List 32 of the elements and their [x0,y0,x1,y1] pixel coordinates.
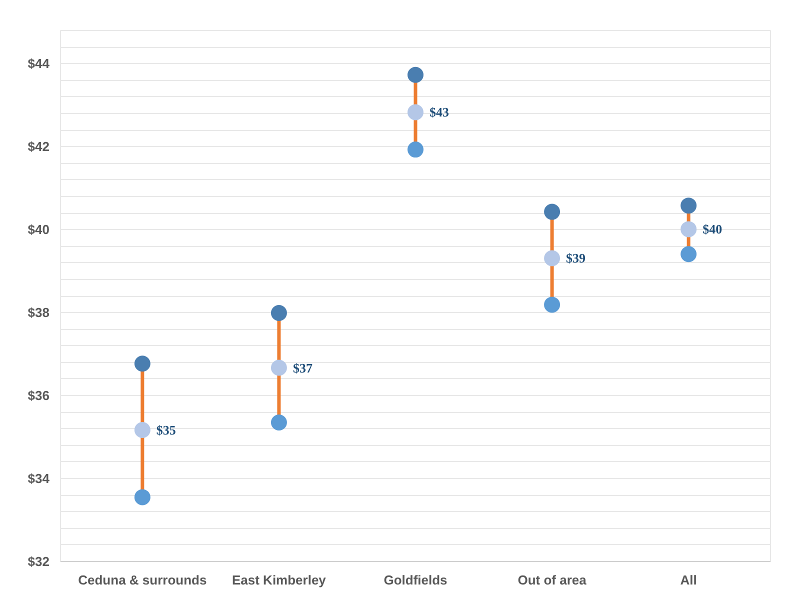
point [134,489,150,506]
y-tick-label: $42 [28,139,50,154]
point [270,305,287,321]
point [680,198,697,214]
point [544,204,560,220]
point [408,66,424,83]
x-tick-label: East Kimberley [232,572,327,588]
point [270,414,287,431]
point [544,296,560,313]
point [134,422,150,438]
data-label: $37 [292,360,313,376]
y-tick-label: $32 [28,554,50,569]
data-label: $39 [566,250,586,266]
y-tick-label: $36 [28,388,50,404]
point [408,104,424,120]
y-tick-label: $40 [28,222,50,238]
data-label: $35 [156,422,176,438]
point [270,360,287,376]
y-tick-label: $38 [28,305,50,320]
point [680,246,697,262]
y-tick-label: $34 [28,471,50,486]
point [134,356,150,372]
point [544,250,560,266]
x-tick-label: Ceduna & surrounds [78,572,207,588]
y-tick-label: $44 [28,56,50,72]
data-label: $43 [430,104,450,120]
point [408,142,424,158]
x-tick-label: Out of area [518,572,588,588]
point [680,221,697,238]
x-tick-label: All [680,572,697,588]
data-label: $40 [702,222,722,237]
x-tick-label: Goldfields [384,572,448,588]
